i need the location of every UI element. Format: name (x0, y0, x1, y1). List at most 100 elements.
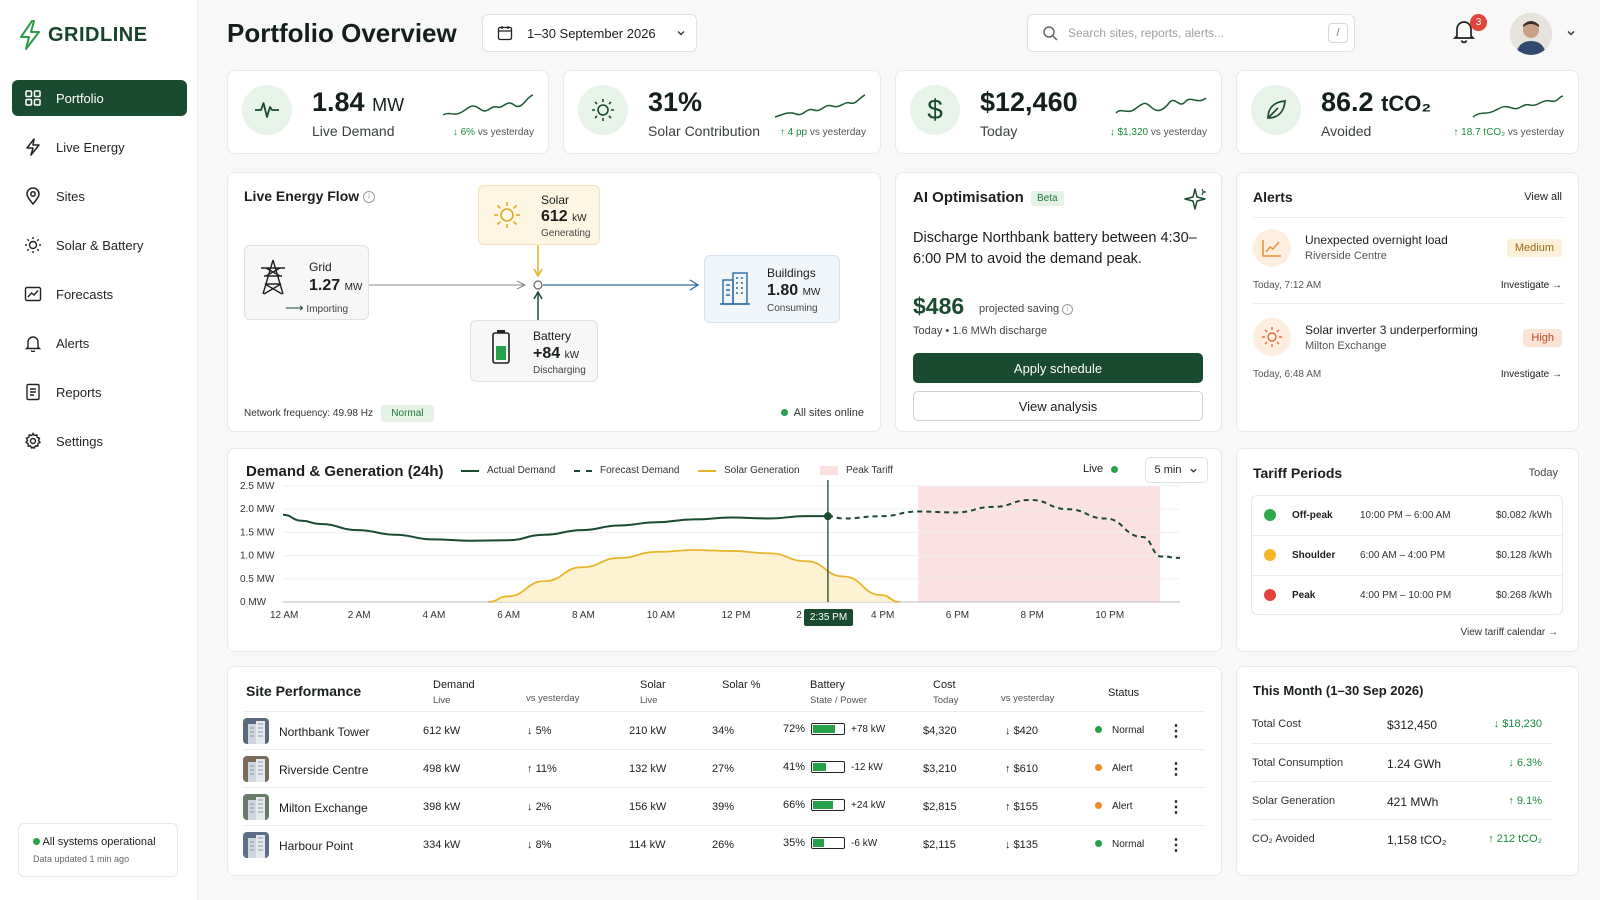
beta-badge: Beta (1031, 191, 1064, 206)
sidebar-item-solar-battery[interactable]: Solar & Battery (12, 227, 187, 263)
node-title: Battery (533, 329, 572, 343)
notification-count-badge: 3 (1470, 14, 1487, 31)
node-value: +84 kW (533, 345, 579, 363)
kpi-number: 1.84 (312, 87, 365, 117)
search-input[interactable] (1068, 26, 1318, 40)
alerts-card: Alerts View all Unexpected overnight loa… (1236, 172, 1579, 432)
delta-value: 212 tCO₂ (1496, 833, 1542, 845)
site-thumbnail (243, 756, 269, 782)
battery-node[interactable]: Battery +84 kW Discharging (470, 320, 598, 382)
node-status: Discharging (533, 365, 586, 376)
alert-site: Riverside Centre (1305, 250, 1387, 262)
buildings-node[interactable]: Buildings 1.80 MW Consuming (704, 255, 840, 323)
month-summary-row: Total Cost $312,450 ↓ $18,230 (1252, 705, 1552, 743)
calendar-icon (497, 26, 513, 41)
severity-badge: High (1523, 329, 1562, 347)
sidebar-item-settings[interactable]: Settings (12, 423, 187, 459)
node-status: Generating (541, 228, 591, 239)
kpi-card-live-demand[interactable]: 1.84 MW Live Demand ↓ 6% vs yesterday (227, 70, 549, 154)
sites-status-text: All sites online (793, 407, 864, 419)
row-menu-icon[interactable]: ⋮ (1168, 761, 1184, 778)
kpi-card-cost-today[interactable]: $ $12,460 Today ↓ $1,320 vs yesterday (895, 70, 1222, 154)
card-title: Site Performance (246, 683, 362, 699)
chevron-down-icon (1190, 468, 1198, 473)
view-tariff-calendar-link[interactable]: View tariff calendar → (1460, 627, 1558, 638)
interval-select[interactable]: 5 min (1145, 457, 1208, 483)
sidebar-item-label: Portfolio (56, 90, 104, 106)
delta-arrow: ↓ (1508, 757, 1514, 769)
chevron-down-icon[interactable] (1566, 28, 1576, 38)
site-solar-pct: 34% (712, 725, 735, 737)
row-menu-icon[interactable]: ⋮ (1168, 837, 1184, 854)
grid-node[interactable]: Grid 1.27 MW ⟶ Importing (244, 245, 369, 320)
arrow-right-icon: ⟶ (285, 300, 304, 315)
kpi-value: 86.2 tCO₂ (1321, 87, 1431, 118)
logo[interactable]: GRIDLINE (18, 20, 148, 50)
table-row[interactable]: Milton Exchange 398 kW ↓ 2% 156 kW 39% 66% +24… (243, 787, 1205, 825)
sidebar-item-label: Settings (56, 433, 103, 449)
kpi-label: Solar Contribution (648, 123, 761, 139)
investigate-link[interactable]: Investigate → (1500, 369, 1562, 380)
kpi-unit: MW (372, 95, 405, 115)
tariff-price: $0.128 /kWh (1495, 550, 1552, 561)
battery-gauge (811, 761, 846, 774)
sidebar-item-reports[interactable]: Reports (12, 374, 187, 410)
kpi-card-solar-contribution[interactable]: 31% Solar Contribution ↑ 4 pp vs yesterd… (563, 70, 881, 154)
sidebar-item-label: Reports (56, 384, 102, 400)
demand-vs-yesterday: ↓ 8% (527, 839, 551, 851)
peak-tariff-band (918, 486, 1160, 602)
sidebar-item-live-energy[interactable]: Live Energy (12, 129, 187, 165)
view-all-link[interactable]: View all (1524, 191, 1562, 203)
demand-vs-yesterday: ↓ 5% (527, 725, 551, 737)
delta-value: 5% (535, 725, 552, 737)
kpi-number: $12,460 (980, 87, 1078, 117)
chevron-down-icon (677, 31, 685, 36)
header-solar-pct: Solar % (722, 679, 761, 691)
alert-title: Unexpected overnight load (1305, 233, 1448, 247)
kpi-card-co2-avoided[interactable]: 86.2 tCO₂ Avoided ↑ 18.7 tCO₂ vs yesterd… (1236, 70, 1579, 154)
header-sub: Live (433, 695, 451, 706)
table-row[interactable]: Northbank Tower 612 kW ↓ 5% 210 kW 34% 72% +78… (243, 711, 1205, 749)
legend-solar-generation: Solar Generation (698, 465, 800, 476)
row-menu-icon[interactable]: ⋮ (1168, 723, 1184, 740)
alert-icon-bg (1253, 229, 1291, 267)
row-menu-icon[interactable]: ⋮ (1168, 799, 1184, 816)
dollar-icon: $ (927, 94, 943, 125)
view-analysis-button[interactable]: View analysis (913, 391, 1203, 421)
avatar[interactable] (1510, 13, 1552, 55)
header-solar: Solar Live (640, 679, 666, 706)
site-solar: 210 kW (629, 725, 667, 737)
sidebar-item-sites[interactable]: Sites (12, 178, 187, 214)
node-status: ⟶ Importing (285, 300, 348, 316)
site-demand: 498 kW (423, 763, 461, 775)
kpi-delta: ↑ 18.7 tCO₂ vs yesterday (1453, 127, 1564, 138)
date-range-picker[interactable]: 1–30 September 2026 (482, 14, 697, 52)
delta-arrow: ↑ (1453, 127, 1459, 138)
notifications-button[interactable] (1452, 18, 1476, 47)
info-icon[interactable]: i (1062, 303, 1074, 315)
table-row[interactable]: Harbour Point 334 kW ↓ 8% 114 kW 26% 35% -6 kW… (243, 825, 1205, 863)
status-badge: Normal (381, 405, 434, 422)
interval-value: 5 min (1154, 464, 1182, 476)
solar-node[interactable]: Solar 612 kW Generating (478, 185, 600, 245)
sidebar-item-forecasts[interactable]: Forecasts (12, 276, 187, 312)
forecast-demand-line (827, 498, 1181, 559)
apply-schedule-button[interactable]: Apply schedule (913, 353, 1203, 383)
info-icon[interactable]: i (363, 191, 376, 204)
table-row[interactable]: Riverside Centre 498 kW ↑ 11% 132 kW 27% 41% -… (243, 749, 1205, 787)
y-tick-label: 0 MW (240, 597, 267, 608)
battery-fill (813, 763, 826, 772)
site-solar-pct: 39% (712, 801, 735, 813)
kpi-number: 86.2 (1321, 87, 1374, 117)
investigate-link[interactable]: Investigate → (1500, 280, 1562, 291)
site-demand: 334 kW (423, 839, 461, 851)
delta-suffix: vs yesterday (1150, 127, 1207, 138)
site-demand: 398 kW (423, 801, 461, 813)
sidebar-item-portfolio[interactable]: Portfolio (12, 80, 187, 116)
month-summary-row: CO₂ Avoided 1,158 tCO₂ ↑ 212 tCO₂ (1252, 819, 1552, 857)
legend-label: Peak Tariff (846, 465, 893, 476)
tariff-row: Shoulder 6:00 AM – 4:00 PM $0.128 /kWh (1252, 536, 1562, 576)
sparkle-icon (1184, 188, 1207, 210)
saving-value: $486 (913, 293, 965, 319)
sidebar-item-alerts[interactable]: Alerts (12, 325, 187, 361)
